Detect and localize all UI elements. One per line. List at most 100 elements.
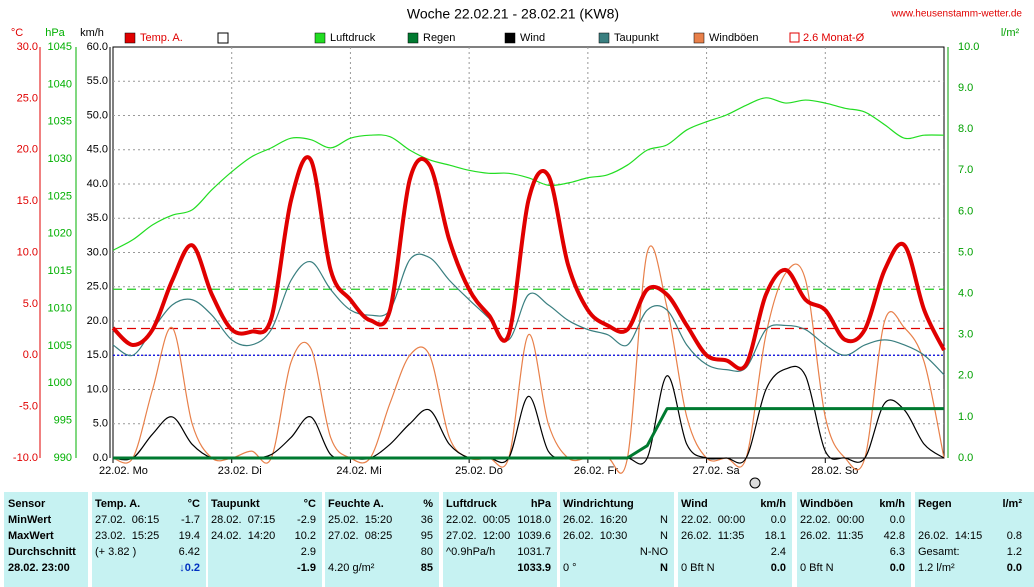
source[interactable]: www.heusenstamm-wetter.de	[890, 9, 1022, 20]
y-tick-label: 995	[54, 415, 72, 427]
cell-value: 19.4	[178, 530, 200, 542]
cell-value: 6.3	[889, 546, 905, 558]
cell-value: 0.0	[770, 562, 786, 574]
column-unit: °C	[187, 498, 200, 510]
y-tick-label: 0.0	[23, 349, 38, 361]
column-title: Luftdruck	[446, 498, 497, 510]
sensor-column	[4, 492, 88, 587]
y-tick-label: 1040	[48, 78, 72, 90]
cell-value: 1039.6	[517, 530, 551, 542]
y-tick-label: 1035	[48, 116, 72, 128]
column-unit: hPa	[530, 498, 551, 510]
column-bg	[678, 492, 792, 587]
cell-left: 23.02. 15:25	[95, 530, 160, 542]
legend-label: Wind	[520, 32, 545, 44]
axis-unit: l/m²	[1001, 27, 1020, 39]
cell-left: 27.02. 12:00	[446, 530, 511, 542]
cell-left: 26.02. 16:20	[563, 514, 628, 526]
column-title: Feuchte A.	[328, 498, 384, 510]
legend-swatch	[504, 32, 516, 44]
legend-swatch	[407, 32, 419, 44]
cell-value: 42.8	[883, 530, 905, 542]
cell-left: 25.02. 15:20	[328, 514, 393, 526]
cell-value: 6.42	[178, 546, 200, 558]
y-tick-label: -5.0	[19, 401, 38, 413]
cell-left: 28.02. 07:15	[211, 514, 276, 526]
cell-value: N-NO	[639, 546, 668, 558]
legend-empty-box	[217, 32, 229, 44]
y-tick-label: -10.0	[13, 452, 38, 464]
axis-unit: km/h	[80, 27, 104, 39]
y-tick-label: 15.0	[17, 195, 38, 207]
y-tick-label: 10.0	[958, 41, 979, 53]
axis-unit: °C	[11, 27, 23, 39]
chart: Woche 22.02.21 - 28.02.21 (KW8) www.heus…	[11, 6, 1022, 489]
cell-value: 0.0	[770, 514, 786, 526]
cell-value: 1031.7	[517, 546, 551, 558]
y-tick-label: 60.0	[87, 41, 108, 53]
series-line	[112, 253, 945, 376]
cell-value: -1.7	[181, 514, 200, 526]
axis-unit: hPa	[45, 27, 65, 39]
cell-left: 0 °	[563, 562, 577, 574]
legend-label: Taupunkt	[614, 32, 659, 44]
legend-swatch	[124, 32, 136, 44]
y-tick-label: 40.0	[87, 178, 108, 190]
cell-value: 85	[420, 562, 433, 574]
legend-swatch	[789, 32, 800, 43]
x-tick-label: 23.02. Di	[218, 465, 262, 477]
y-tick-label: 5.0	[958, 246, 973, 258]
legend-label: Windböen	[709, 32, 759, 44]
row-label: Sensor	[8, 498, 46, 510]
x-tick-label: 25.02. Do	[455, 465, 503, 477]
cell-left: 1.2 l/m²	[918, 562, 955, 574]
scroll-knob[interactable]	[749, 477, 761, 489]
y-tick-label: 30.0	[17, 41, 38, 53]
cell-left: Gesamt:	[918, 546, 960, 558]
row-label: Durchschnitt	[8, 546, 76, 558]
column-unit: °C	[303, 498, 316, 510]
cell-value: 36	[420, 514, 433, 526]
cell-left: 0 Bft N	[800, 562, 834, 574]
column-title: Windböen	[800, 498, 854, 510]
x-tick-label: 28.02. So	[811, 465, 858, 477]
legend-swatch	[693, 32, 705, 44]
y-tick-label: 990	[54, 452, 72, 464]
cell-left: 24.02. 14:20	[211, 530, 276, 542]
cell-left: 27.02. 08:25	[328, 530, 393, 542]
y-tick-label: 20.0	[87, 315, 108, 327]
y-tick-label: 20.0	[17, 144, 38, 156]
cell-value: 1033.9	[517, 562, 551, 574]
column-bg	[443, 492, 557, 587]
y-tick-label: 7.0	[958, 164, 973, 176]
x-tick-label: 26.02. Fr	[574, 465, 618, 477]
column-bg	[325, 492, 439, 587]
column-title: Regen	[918, 498, 952, 510]
y-tick-label: 25.0	[87, 281, 108, 293]
cell-value: 0.0	[1006, 562, 1022, 574]
y-tick-label: 10.0	[87, 383, 108, 395]
cell-value: 10.2	[294, 530, 316, 542]
column-bg	[92, 492, 206, 587]
cell-value: ↓0.2	[179, 562, 200, 574]
cell-value: 2.9	[300, 546, 316, 558]
cell-left: 22.02. 00:00	[681, 514, 746, 526]
cell-left: 26.02. 11:35	[800, 530, 864, 542]
column-title: Temp. A.	[95, 498, 141, 510]
column-unit: km/h	[879, 498, 905, 510]
y-tick-label: 1030	[48, 153, 72, 165]
column-bg	[560, 492, 674, 587]
y-tick-label: 35.0	[87, 212, 108, 224]
y-tick-label: 15.0	[87, 349, 108, 361]
cell-left: 0 Bft N	[681, 562, 715, 574]
legend-label: 2.6 Monat-Ø	[803, 32, 865, 44]
legend-swatch	[598, 32, 610, 44]
y-tick-label: 5.0	[23, 298, 38, 310]
series-line	[112, 245, 945, 474]
y-tick-label: 45.0	[87, 144, 108, 156]
cell-left: 4.20 g/m²	[328, 562, 375, 574]
cell-value: N	[660, 514, 668, 526]
column-unit: km/h	[760, 498, 786, 510]
cell-left: 26.02. 14:15	[918, 530, 983, 542]
